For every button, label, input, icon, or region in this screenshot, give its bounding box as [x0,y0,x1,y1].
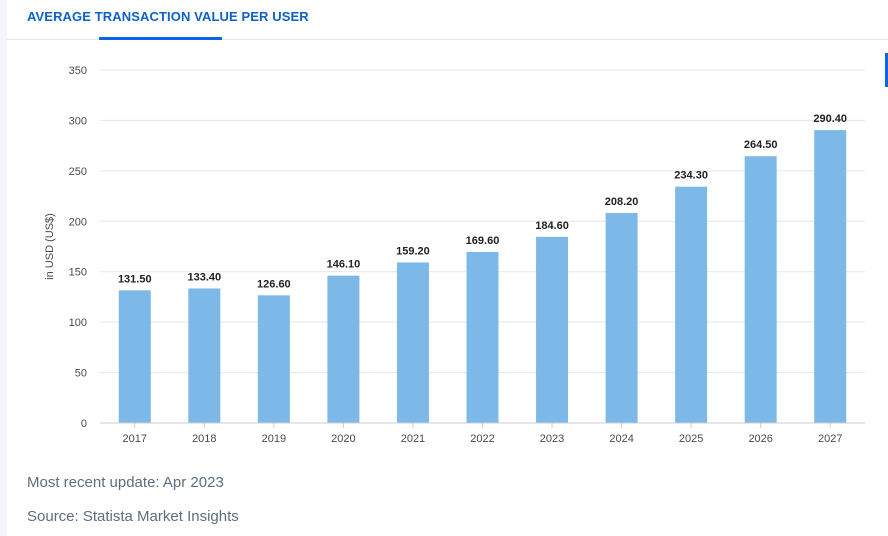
bar [605,213,638,423]
source-note: Source: Statista Market Insights [27,508,239,525]
y-tick-label: 50 [75,368,87,380]
y-tick-label: 0 [81,418,87,430]
y-tick-label: 250 [69,166,87,178]
last-update-note: Most recent update: Apr 2023 [27,474,224,491]
x-tick-label: 2026 [748,433,772,445]
x-tick-label: 2022 [470,433,494,445]
data-label: 126.60 [257,278,291,290]
bar [814,130,847,424]
bar [466,251,499,423]
data-label: 290.40 [813,113,847,125]
bar [327,275,360,423]
y-tick-label: 150 [69,267,87,279]
x-tick-label: 2019 [262,433,286,445]
x-tick-label: 2024 [609,433,633,445]
bar [188,288,221,423]
scroll-indicator [885,53,888,87]
y-tick-label: 200 [69,216,87,228]
y-axis-title: in USD (US$) [44,213,56,280]
tab-average-transaction-value[interactable]: AVERAGE TRANSACTION VALUE PER USER [27,9,309,24]
data-label: 169.60 [466,235,500,247]
bar [675,186,708,423]
bar-chart: 0 50 100 150 200 250 300 350 in USD (US$) 131.50 2… [44,65,865,445]
chart-card: AVERAGE TRANSACTION VALUE PER USER 0 50 10… [7,0,888,536]
active-tab-indicator [99,37,222,40]
y-tick-label: 100 [69,317,87,329]
x-tick-label: 2023 [540,433,564,445]
data-label: 264.50 [744,139,778,151]
bar [744,156,777,423]
y-tick-label: 300 [69,115,87,127]
x-tick-label: 2021 [401,433,425,445]
data-label: 131.50 [118,273,152,285]
data-label: 184.60 [535,220,569,232]
x-tick-label: 2017 [123,433,147,445]
data-label: 159.20 [396,245,430,257]
data-label: 133.40 [187,271,221,283]
tab-bar: AVERAGE TRANSACTION VALUE PER USER [7,0,888,40]
bar [396,262,429,423]
bar [257,295,290,423]
data-label: 234.30 [674,170,708,182]
x-tick-label: 2027 [818,433,842,445]
bar [118,290,151,423]
x-tick-label: 2018 [192,433,216,445]
x-tick-label: 2020 [331,433,355,445]
bar [536,236,569,423]
y-tick-label: 350 [69,65,87,77]
data-label: 208.20 [605,196,639,208]
data-label: 146.10 [327,259,361,271]
x-tick-label: 2025 [679,433,703,445]
